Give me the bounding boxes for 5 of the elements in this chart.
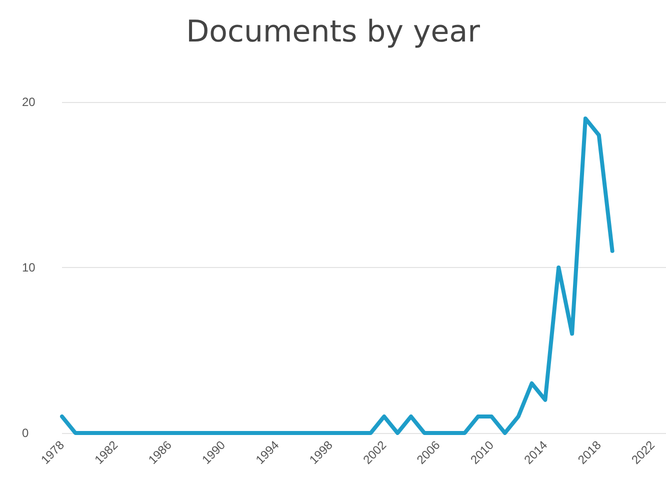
y-tick-label: 20: [22, 95, 36, 109]
line-series: [60, 116, 614, 435]
y-tick-label: 0: [22, 426, 29, 440]
y-tick-label: 10: [22, 260, 36, 274]
chart-title: Documents by year: [186, 14, 481, 50]
